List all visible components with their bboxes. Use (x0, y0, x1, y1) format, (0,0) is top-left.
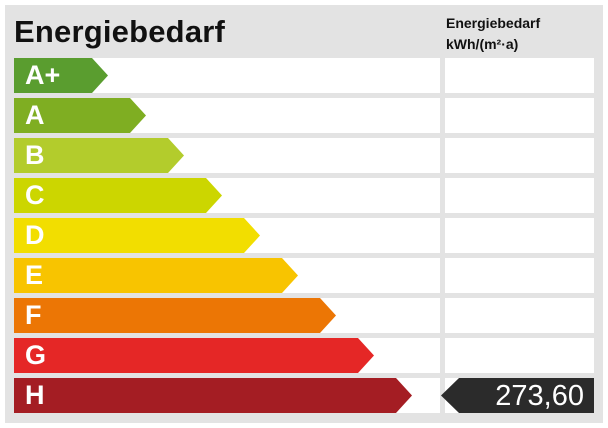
scale-bar-cell: D (14, 218, 440, 253)
value-marker: 273,60 (441, 378, 594, 413)
value-column-header-line2: kWh/(m²·a) (446, 36, 519, 52)
scale-bar-cell: B (14, 138, 440, 173)
scale-value-cell (445, 338, 594, 373)
scale-value-cell (445, 298, 594, 333)
class-bar: A (14, 98, 146, 133)
class-label: E (25, 260, 44, 290)
class-bar: A+ (14, 58, 108, 93)
scale-bar-cell: A (14, 98, 440, 133)
class-bar: G (14, 338, 374, 373)
class-label: H (25, 380, 45, 410)
class-label: D (25, 220, 45, 250)
class-bar: C (14, 178, 222, 213)
class-label: A (25, 100, 45, 130)
scale-value-cell (445, 58, 594, 93)
value-marker-text: 273,60 (495, 380, 584, 412)
scale-bar-cell: E (14, 258, 440, 293)
value-column-header: Energiebedarf kWh/(m²·a) (446, 13, 540, 55)
scale-bar-cell: G (14, 338, 440, 373)
scale-value-cell (445, 258, 594, 293)
scale-bar-cell: C (14, 178, 440, 213)
class-label: C (25, 180, 45, 210)
class-label: B (25, 140, 45, 170)
class-label: A+ (25, 60, 61, 90)
class-bar: D (14, 218, 260, 253)
scale-value-cell (445, 138, 594, 173)
scale-value-cell (445, 178, 594, 213)
label-title: Energiebedarf (14, 14, 226, 49)
class-label: F (25, 300, 42, 330)
class-bar: H (14, 378, 412, 413)
scale-bar-cell: H (14, 378, 440, 413)
scale-value-cell (445, 98, 594, 133)
class-bar: E (14, 258, 298, 293)
class-bar: B (14, 138, 184, 173)
scale-bar-cell: A+ (14, 58, 440, 93)
value-column-header-line1: Energiebedarf (446, 15, 541, 31)
class-label: G (25, 340, 47, 370)
scale-value-cell (445, 218, 594, 253)
scale-bar-cell: F (14, 298, 440, 333)
class-bar: F (14, 298, 336, 333)
